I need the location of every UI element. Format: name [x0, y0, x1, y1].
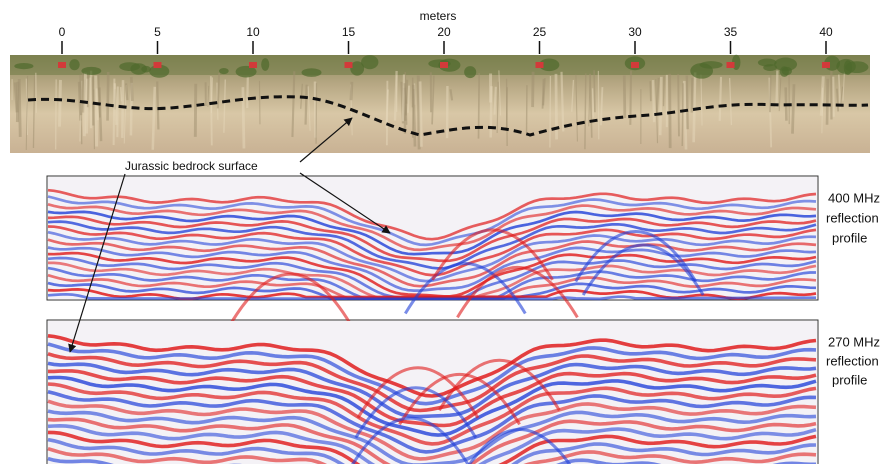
tick-label: 20: [437, 25, 451, 39]
texture: [247, 76, 248, 108]
vegetation: [700, 61, 723, 69]
texture: [684, 81, 686, 150]
texture: [692, 78, 693, 113]
texture: [837, 89, 838, 112]
texture: [403, 75, 404, 122]
target-marker: [536, 62, 544, 68]
texture: [114, 79, 115, 145]
texture: [660, 77, 661, 135]
texture: [131, 77, 132, 101]
figure-canvas: meters Jurassic bedrock surface 400 MHz …: [0, 0, 894, 464]
texture: [682, 83, 683, 146]
vegetation: [464, 66, 476, 78]
texture: [653, 80, 654, 122]
profile-label: reflection: [826, 353, 879, 368]
texture: [108, 72, 109, 121]
vegetation: [302, 68, 322, 77]
tick-label: 25: [533, 25, 547, 39]
vegetation: [119, 62, 140, 71]
target-marker: [154, 62, 162, 68]
texture: [94, 90, 95, 150]
profile-label: reflection: [826, 210, 879, 225]
texture: [126, 83, 127, 100]
profile-label: profile: [832, 372, 867, 387]
gpr-400: [48, 177, 817, 324]
texture: [157, 81, 158, 129]
texture: [315, 82, 316, 138]
vegetation: [141, 66, 151, 73]
texture: [420, 81, 421, 146]
tick-label: 0: [59, 25, 66, 39]
vegetation: [81, 67, 101, 75]
target-marker: [440, 62, 448, 68]
target-marker: [822, 62, 830, 68]
target-marker: [727, 62, 735, 68]
texture: [122, 80, 123, 138]
outcrop-photo: [10, 55, 870, 153]
texture: [543, 79, 544, 109]
scale-label: meters: [420, 9, 457, 23]
texture: [60, 80, 61, 127]
target-marker: [345, 62, 353, 68]
texture: [678, 74, 679, 136]
texture: [821, 76, 823, 115]
texture: [664, 76, 665, 106]
profile-label: profile: [832, 230, 867, 245]
texture: [243, 87, 244, 148]
texture: [96, 76, 97, 147]
texture: [720, 77, 721, 121]
gpr-270: [48, 321, 817, 464]
tick-label: 15: [342, 25, 356, 39]
texture: [495, 87, 496, 115]
texture: [507, 87, 508, 128]
texture: [15, 82, 17, 112]
target-marker: [631, 62, 639, 68]
figure: meters Jurassic bedrock surface 400 MHz …: [0, 0, 894, 464]
vegetation: [844, 60, 852, 75]
texture: [585, 73, 586, 149]
vegetation: [261, 58, 269, 71]
texture: [218, 73, 219, 108]
texture: [624, 75, 625, 118]
texture: [56, 79, 57, 149]
profile-label: 400 MHz: [828, 190, 880, 205]
texture: [491, 86, 492, 137]
texture: [650, 81, 651, 101]
texture: [413, 89, 414, 138]
texture: [670, 74, 671, 148]
annotation: Jurassic bedrock surface: [125, 159, 258, 173]
texture: [594, 70, 595, 112]
texture: [306, 85, 307, 125]
texture: [776, 70, 777, 107]
tick-label: 10: [246, 25, 260, 39]
texture: [550, 76, 551, 147]
texture: [827, 79, 828, 125]
target-marker: [58, 62, 66, 68]
profile-label: 270 MHz: [828, 334, 880, 349]
texture: [694, 72, 695, 142]
texture: [99, 87, 101, 141]
tick-label: 5: [154, 25, 161, 39]
texture: [351, 82, 352, 100]
tick-label: 35: [724, 25, 738, 39]
texture: [408, 86, 409, 113]
texture: [792, 84, 794, 133]
vegetation: [774, 58, 797, 72]
tick-label: 30: [628, 25, 642, 39]
texture: [19, 79, 20, 137]
texture: [770, 75, 771, 112]
texture: [121, 87, 122, 101]
texture: [687, 76, 688, 130]
tick-label: 40: [819, 25, 833, 39]
vegetation: [219, 68, 229, 74]
target-marker: [249, 62, 257, 68]
texture: [593, 88, 594, 117]
vegetation: [14, 63, 33, 69]
vegetation: [69, 59, 79, 70]
